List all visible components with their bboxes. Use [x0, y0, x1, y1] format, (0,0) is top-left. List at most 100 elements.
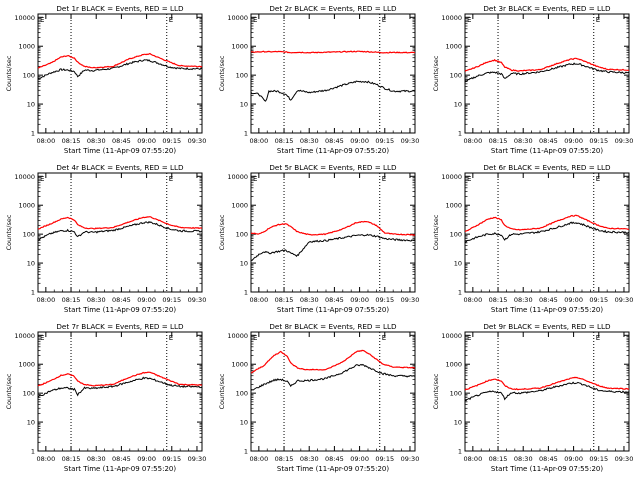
panel-title: Det 9r BLACK = Events, RED = LLD	[483, 322, 611, 331]
y-axis-label: Counts/sec	[432, 55, 440, 91]
y-tick-label: 10000	[227, 14, 248, 22]
y-tick-label: 1	[31, 130, 35, 138]
series-line-events	[250, 363, 416, 391]
x-tick-label: 08:45	[539, 296, 558, 304]
x-tick-label: 08:15	[62, 455, 81, 463]
y-tick-label: 1	[458, 130, 462, 138]
y-tick-label: 100	[23, 72, 35, 80]
x-tick-label: 08:45	[325, 296, 344, 304]
panel-9: Det 9r BLACK = Events, RED = LLD Counts/s…	[432, 322, 633, 473]
x-tick-label: 09:30	[615, 455, 634, 463]
y-tick-label: 10	[27, 260, 35, 268]
corner-mark-right: E	[596, 175, 600, 183]
series-line-events	[464, 381, 629, 402]
x-tick-label: 09:15	[375, 455, 394, 463]
panel-6: Det 6r BLACK = Events, RED = LLD Counts/s…	[432, 163, 633, 314]
x-axis-label: Start Time (11-Apr-09 07:55:20)	[64, 147, 176, 155]
y-tick-label: 10000	[14, 173, 35, 181]
corner-mark-left: E	[40, 175, 44, 183]
y-tick-label: 10	[454, 419, 462, 427]
x-tick-label: 08:15	[489, 296, 508, 304]
series-line-lld	[464, 57, 630, 72]
x-tick-label: 08:00	[249, 137, 268, 145]
series-line-lld	[250, 50, 416, 54]
corner-mark-right: E	[382, 334, 386, 342]
series-line-lld	[37, 52, 203, 69]
panel-2: Det 2r BLACK = Events, RED = LLD Counts/s…	[218, 4, 419, 155]
panel-1: Det 1r BLACK = Events, RED = LLD Counts/s…	[5, 4, 206, 155]
y-tick-label: 10	[240, 419, 248, 427]
x-tick-label: 09:30	[188, 455, 207, 463]
y-tick-label: 10	[240, 260, 248, 268]
series-line-events	[464, 221, 630, 243]
y-tick-label: 1000	[445, 43, 462, 51]
y-tick-label: 1	[458, 289, 462, 297]
corner-mark-left: E	[467, 334, 471, 342]
y-tick-label: 100	[23, 390, 35, 398]
series-line-events	[38, 220, 203, 241]
x-tick-label: 08:45	[539, 137, 558, 145]
x-tick-label: 09:00	[137, 455, 156, 463]
x-tick-label: 08:30	[514, 455, 533, 463]
x-axis-label: Start Time (11-Apr-09 07:55:20)	[277, 306, 389, 314]
y-tick-label: 10	[27, 419, 35, 427]
plot-frame	[37, 13, 203, 134]
x-tick-label: 09:15	[589, 455, 608, 463]
y-tick-label: 10	[240, 101, 248, 109]
x-tick-label: 08:00	[463, 137, 482, 145]
y-tick-label: 1	[244, 448, 248, 456]
y-tick-label: 10	[454, 101, 462, 109]
x-tick-label: 09:30	[615, 137, 634, 145]
y-tick-label: 100	[450, 231, 462, 239]
y-tick-label: 10	[27, 101, 35, 109]
x-tick-label: 08:15	[275, 455, 294, 463]
series-line-lld	[250, 349, 416, 374]
corner-mark-left: E	[467, 175, 471, 183]
x-tick-label: 08:45	[112, 296, 131, 304]
x-tick-label: 08:30	[300, 455, 319, 463]
x-tick-label: 08:45	[325, 455, 344, 463]
y-tick-label: 10000	[441, 332, 462, 340]
plot-frame	[250, 331, 416, 452]
x-tick-label: 09:15	[162, 137, 181, 145]
x-axis-label: Start Time (11-Apr-09 07:55:20)	[491, 306, 603, 314]
y-tick-label: 100	[236, 390, 248, 398]
panel-7: Det 7r BLACK = Events, RED = LLD Counts/s…	[5, 322, 206, 473]
x-tick-label: 09:00	[350, 296, 369, 304]
panel-title: Det 2r BLACK = Events, RED = LLD	[269, 4, 397, 13]
y-tick-label: 1000	[231, 361, 248, 369]
x-tick-label: 08:30	[514, 137, 533, 145]
series-line-lld	[464, 214, 630, 232]
x-axis-label: Start Time (11-Apr-09 07:55:20)	[64, 465, 176, 473]
x-tick-label: 08:30	[514, 296, 533, 304]
corner-mark-left: E	[253, 16, 257, 24]
y-axis-label: Counts/sec	[432, 214, 440, 250]
panel-title: Det 6r BLACK = Events, RED = LLD	[483, 163, 611, 172]
y-tick-label: 1	[458, 448, 462, 456]
x-tick-label: 09:15	[589, 296, 608, 304]
y-axis-label: Counts/sec	[5, 55, 13, 91]
y-tick-label: 10000	[227, 332, 248, 340]
series-line-lld	[464, 376, 630, 391]
y-tick-label: 10	[454, 260, 462, 268]
x-tick-label: 08:00	[36, 137, 55, 145]
x-tick-label: 09:00	[137, 296, 156, 304]
panel-title: Det 4r BLACK = Events, RED = LLD	[56, 163, 184, 172]
corner-mark-right: E	[169, 16, 173, 24]
x-axis-label: Start Time (11-Apr-09 07:55:20)	[277, 147, 389, 155]
x-tick-label: 08:00	[249, 296, 268, 304]
x-tick-label: 09:15	[162, 296, 181, 304]
y-axis-label: Counts/sec	[218, 55, 226, 91]
y-tick-label: 10000	[441, 14, 462, 22]
corner-mark-left: E	[40, 334, 44, 342]
x-tick-label: 08:15	[275, 137, 294, 145]
plot-frame	[37, 331, 203, 452]
y-tick-label: 1000	[445, 361, 462, 369]
y-tick-label: 10000	[441, 173, 462, 181]
x-tick-label: 09:15	[375, 137, 394, 145]
corner-mark-left: E	[40, 16, 44, 24]
corner-mark-right: E	[169, 175, 173, 183]
corner-mark-right: E	[382, 16, 386, 24]
x-tick-label: 09:00	[564, 296, 583, 304]
